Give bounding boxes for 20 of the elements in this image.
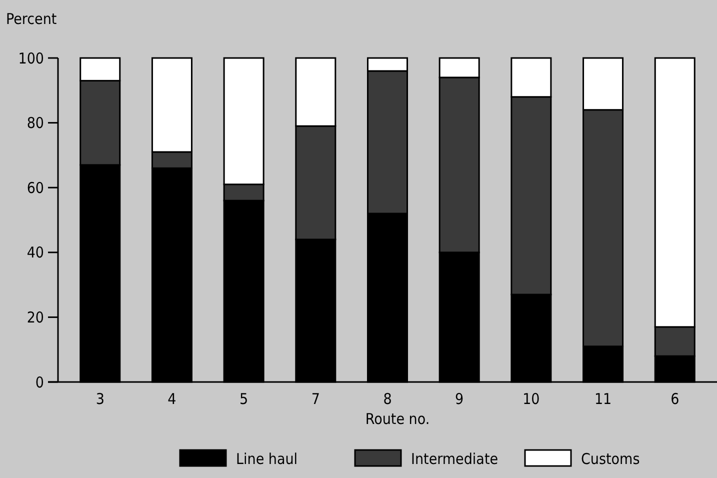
x-tick-label: 9 xyxy=(455,390,464,408)
legend-label: Customs xyxy=(581,450,640,468)
y-tick-label: 60 xyxy=(26,178,44,197)
legend-label: Line haul xyxy=(236,450,298,468)
x-tick-label: 10 xyxy=(522,390,540,408)
x-tick-label: 6 xyxy=(670,390,680,408)
x-tick-label: 4 xyxy=(168,390,176,408)
y-tick-label: 100 xyxy=(18,49,44,68)
x-tick-label: 8 xyxy=(383,390,392,408)
x-tick-label: 11 xyxy=(594,390,612,408)
y-tick-label: 40 xyxy=(26,244,44,262)
x-axis-title: Route no. xyxy=(365,410,430,428)
x-tick-label: 3 xyxy=(96,390,104,408)
x-tick-label: 5 xyxy=(240,390,248,408)
y-axis-title: Percent xyxy=(6,10,57,28)
y-tick-label: 80 xyxy=(26,114,44,132)
x-tick-label: 7 xyxy=(311,390,320,408)
legend-label: Intermediate xyxy=(411,450,498,468)
y-tick-label: 0 xyxy=(35,373,44,392)
y-tick-label: 20 xyxy=(26,308,44,326)
